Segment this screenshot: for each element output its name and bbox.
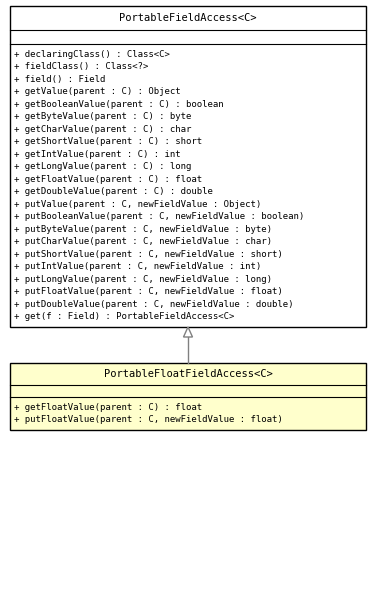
Text: PortableFloatFieldAccess<C>: PortableFloatFieldAccess<C> — [104, 369, 272, 379]
Polygon shape — [183, 327, 193, 337]
Text: + getLongValue(parent : C) : long: + getLongValue(parent : C) : long — [14, 162, 191, 171]
Text: + getBooleanValue(parent : C) : boolean: + getBooleanValue(parent : C) : boolean — [14, 100, 224, 109]
Text: + getByteValue(parent : C) : byte: + getByteValue(parent : C) : byte — [14, 112, 191, 121]
Text: + field() : Field: + field() : Field — [14, 75, 105, 84]
Text: + getFloatValue(parent : C) : float: + getFloatValue(parent : C) : float — [14, 175, 202, 184]
Text: + putValue(parent : C, newFieldValue : Object): + putValue(parent : C, newFieldValue : O… — [14, 200, 261, 209]
Text: + putBooleanValue(parent : C, newFieldValue : boolean): + putBooleanValue(parent : C, newFieldVa… — [14, 212, 304, 221]
Text: + fieldClass() : Class<?>: + fieldClass() : Class<?> — [14, 63, 149, 71]
Text: + getShortValue(parent : C) : short: + getShortValue(parent : C) : short — [14, 137, 202, 147]
Text: + putFloatValue(parent : C, newFieldValue : float): + putFloatValue(parent : C, newFieldValu… — [14, 287, 283, 296]
Text: + get(f : Field) : PortableFieldAccess<C>: + get(f : Field) : PortableFieldAccess<C… — [14, 312, 234, 321]
Bar — [10, 6, 366, 327]
Text: + putIntValue(parent : C, newFieldValue : int): + putIntValue(parent : C, newFieldValue … — [14, 262, 261, 271]
Text: + getValue(parent : C) : Object: + getValue(parent : C) : Object — [14, 87, 180, 96]
Text: + declaringClass() : Class<C>: + declaringClass() : Class<C> — [14, 50, 170, 59]
Text: + putFloatValue(parent : C, newFieldValue : float): + putFloatValue(parent : C, newFieldValu… — [14, 415, 283, 424]
Text: + putDoubleValue(parent : C, newFieldValue : double): + putDoubleValue(parent : C, newFieldVal… — [14, 300, 294, 309]
Text: + putShortValue(parent : C, newFieldValue : short): + putShortValue(parent : C, newFieldValu… — [14, 249, 283, 259]
Bar — [10, 363, 366, 430]
Text: + getIntValue(parent : C) : int: + getIntValue(parent : C) : int — [14, 150, 180, 159]
Text: + getFloatValue(parent : C) : float: + getFloatValue(parent : C) : float — [14, 403, 202, 412]
Text: + putCharValue(parent : C, newFieldValue : char): + putCharValue(parent : C, newFieldValue… — [14, 237, 272, 246]
Text: + getDoubleValue(parent : C) : double: + getDoubleValue(parent : C) : double — [14, 187, 213, 196]
Text: + getCharValue(parent : C) : char: + getCharValue(parent : C) : char — [14, 125, 191, 134]
Text: + putLongValue(parent : C, newFieldValue : long): + putLongValue(parent : C, newFieldValue… — [14, 275, 272, 284]
Text: PortableFieldAccess<C>: PortableFieldAccess<C> — [119, 13, 257, 23]
Text: + putByteValue(parent : C, newFieldValue : byte): + putByteValue(parent : C, newFieldValue… — [14, 225, 272, 234]
